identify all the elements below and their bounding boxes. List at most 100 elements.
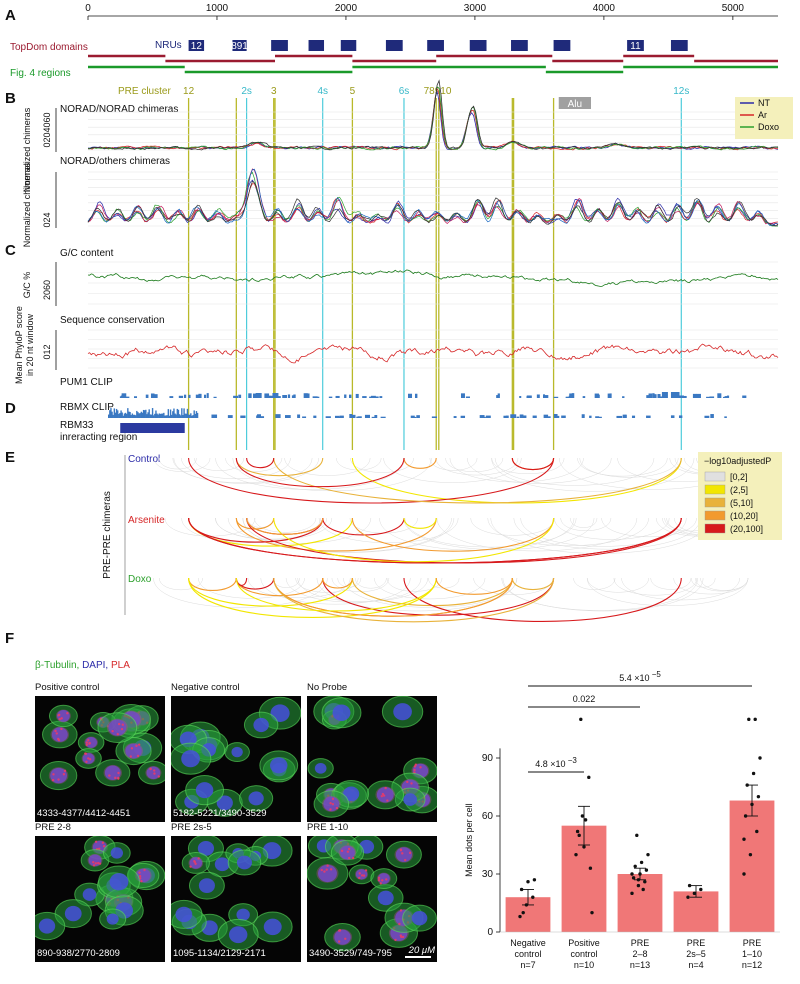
clip-bar [568, 395, 574, 398]
data-point [580, 814, 585, 818]
chimera-arc [273, 577, 555, 623]
group-doxo-label: Doxo [128, 574, 152, 585]
clip-bar [154, 413, 156, 418]
clip-bar [183, 394, 187, 398]
clip-bar [532, 415, 537, 418]
nru-box [271, 40, 288, 51]
clip-bar [339, 415, 344, 418]
clip-bar [357, 416, 362, 418]
y-tick-label: 0 [487, 927, 493, 938]
data-point [519, 887, 524, 892]
chimera-arc [350, 457, 414, 473]
chimera-arc [429, 457, 478, 471]
y-tick-label: 60 [482, 811, 494, 822]
clip-bar [248, 393, 252, 398]
clip-bar [275, 414, 281, 418]
clip-bar [335, 416, 341, 418]
clip-bar [553, 414, 558, 418]
chimera-arc [490, 517, 710, 554]
clip-bar [159, 413, 162, 418]
topdom-label: TopDom domains [10, 42, 88, 53]
clip-bar [156, 413, 158, 418]
data-point [531, 895, 535, 899]
pre-cluster-label: 6s [399, 86, 410, 97]
clip-bar [125, 396, 130, 398]
clip-bar [287, 394, 291, 398]
pre-pre-chimeras-label: PRE-PRE chimeras [102, 491, 113, 579]
clip-bar [169, 396, 174, 398]
data-point [579, 717, 583, 722]
p-legend-swatch [704, 484, 726, 495]
panel-a-annotation-tracks: 0 1000 2000 3000 4000 5000 TopDom domains NRU… [10, 3, 778, 79]
clip-bar [582, 396, 586, 398]
clip-bar [109, 410, 111, 418]
clip-bar [302, 416, 307, 418]
clip-bar [173, 408, 175, 418]
nru-box [308, 40, 325, 51]
clip-bar [194, 413, 197, 418]
nru-box-label: 11 [630, 41, 641, 52]
clip-bar [139, 413, 141, 418]
p-legend-swatch [704, 510, 726, 521]
chimera-arc [673, 577, 749, 595]
clip-bar [622, 414, 627, 418]
chimera-arc [511, 457, 555, 470]
pre-cluster-label: 2s [241, 86, 252, 97]
axis-tick-label: 1000 [206, 3, 229, 14]
clip-bar [119, 412, 121, 418]
clip-bar [597, 416, 602, 418]
stain-dapi: DAPI, [82, 660, 108, 671]
nru-box-label: 891 [231, 41, 248, 52]
clip-bar [133, 414, 136, 418]
category-label: n=12 [742, 960, 762, 970]
panel-letter-d: D [5, 400, 16, 417]
clip-bar [726, 395, 730, 398]
p-legend-entry: (10,20] [730, 511, 758, 521]
signal-line [87, 171, 778, 227]
clip-bar [654, 394, 657, 398]
clip-bar [144, 410, 146, 418]
clip-bar [206, 393, 209, 398]
clip-bar [132, 414, 135, 418]
norad-others-track [87, 168, 779, 227]
micrograph-image [307, 696, 437, 822]
data-point [699, 887, 703, 892]
clip-bar [569, 393, 574, 398]
clip-bar [175, 414, 177, 418]
chimera-arc [158, 457, 197, 470]
scale-bar [405, 956, 431, 958]
signal-line [87, 168, 779, 226]
data-point [692, 891, 697, 896]
category-label: PRE [631, 938, 650, 948]
clip-bar [717, 393, 722, 398]
clip-bar [123, 413, 126, 418]
micrograph-title: No Probe [307, 682, 348, 693]
chimera-arc [153, 577, 328, 608]
chimera-arc [569, 517, 598, 528]
category-label: control [514, 949, 541, 959]
category-label: n=10 [574, 960, 594, 970]
nru-box [188, 40, 205, 51]
adjusted-p-legend-title: −log10adjustedP [704, 456, 771, 466]
axis-tick-label: 3000 [464, 3, 487, 14]
clip-bar [520, 415, 527, 418]
bar [673, 891, 719, 932]
data-point [636, 878, 641, 882]
clip-bar [661, 392, 668, 398]
significance-label: 4.8 ×10 −3 [535, 756, 577, 769]
chimera-arc [700, 577, 749, 591]
legend-entry: NT [758, 98, 770, 108]
bar [729, 800, 775, 932]
chimera-arc [573, 577, 616, 590]
clip-bar [571, 393, 575, 398]
clip-bar [561, 415, 566, 418]
significance-label: 0.022 [573, 694, 596, 704]
clip-bar [185, 413, 188, 418]
y-axis-label: Mean dots per cell [464, 803, 474, 877]
clip-bar [375, 396, 379, 398]
clip-bar [167, 409, 170, 418]
chimera-arc [246, 457, 275, 469]
clip-bar [543, 395, 549, 398]
clip-bar [152, 394, 158, 398]
